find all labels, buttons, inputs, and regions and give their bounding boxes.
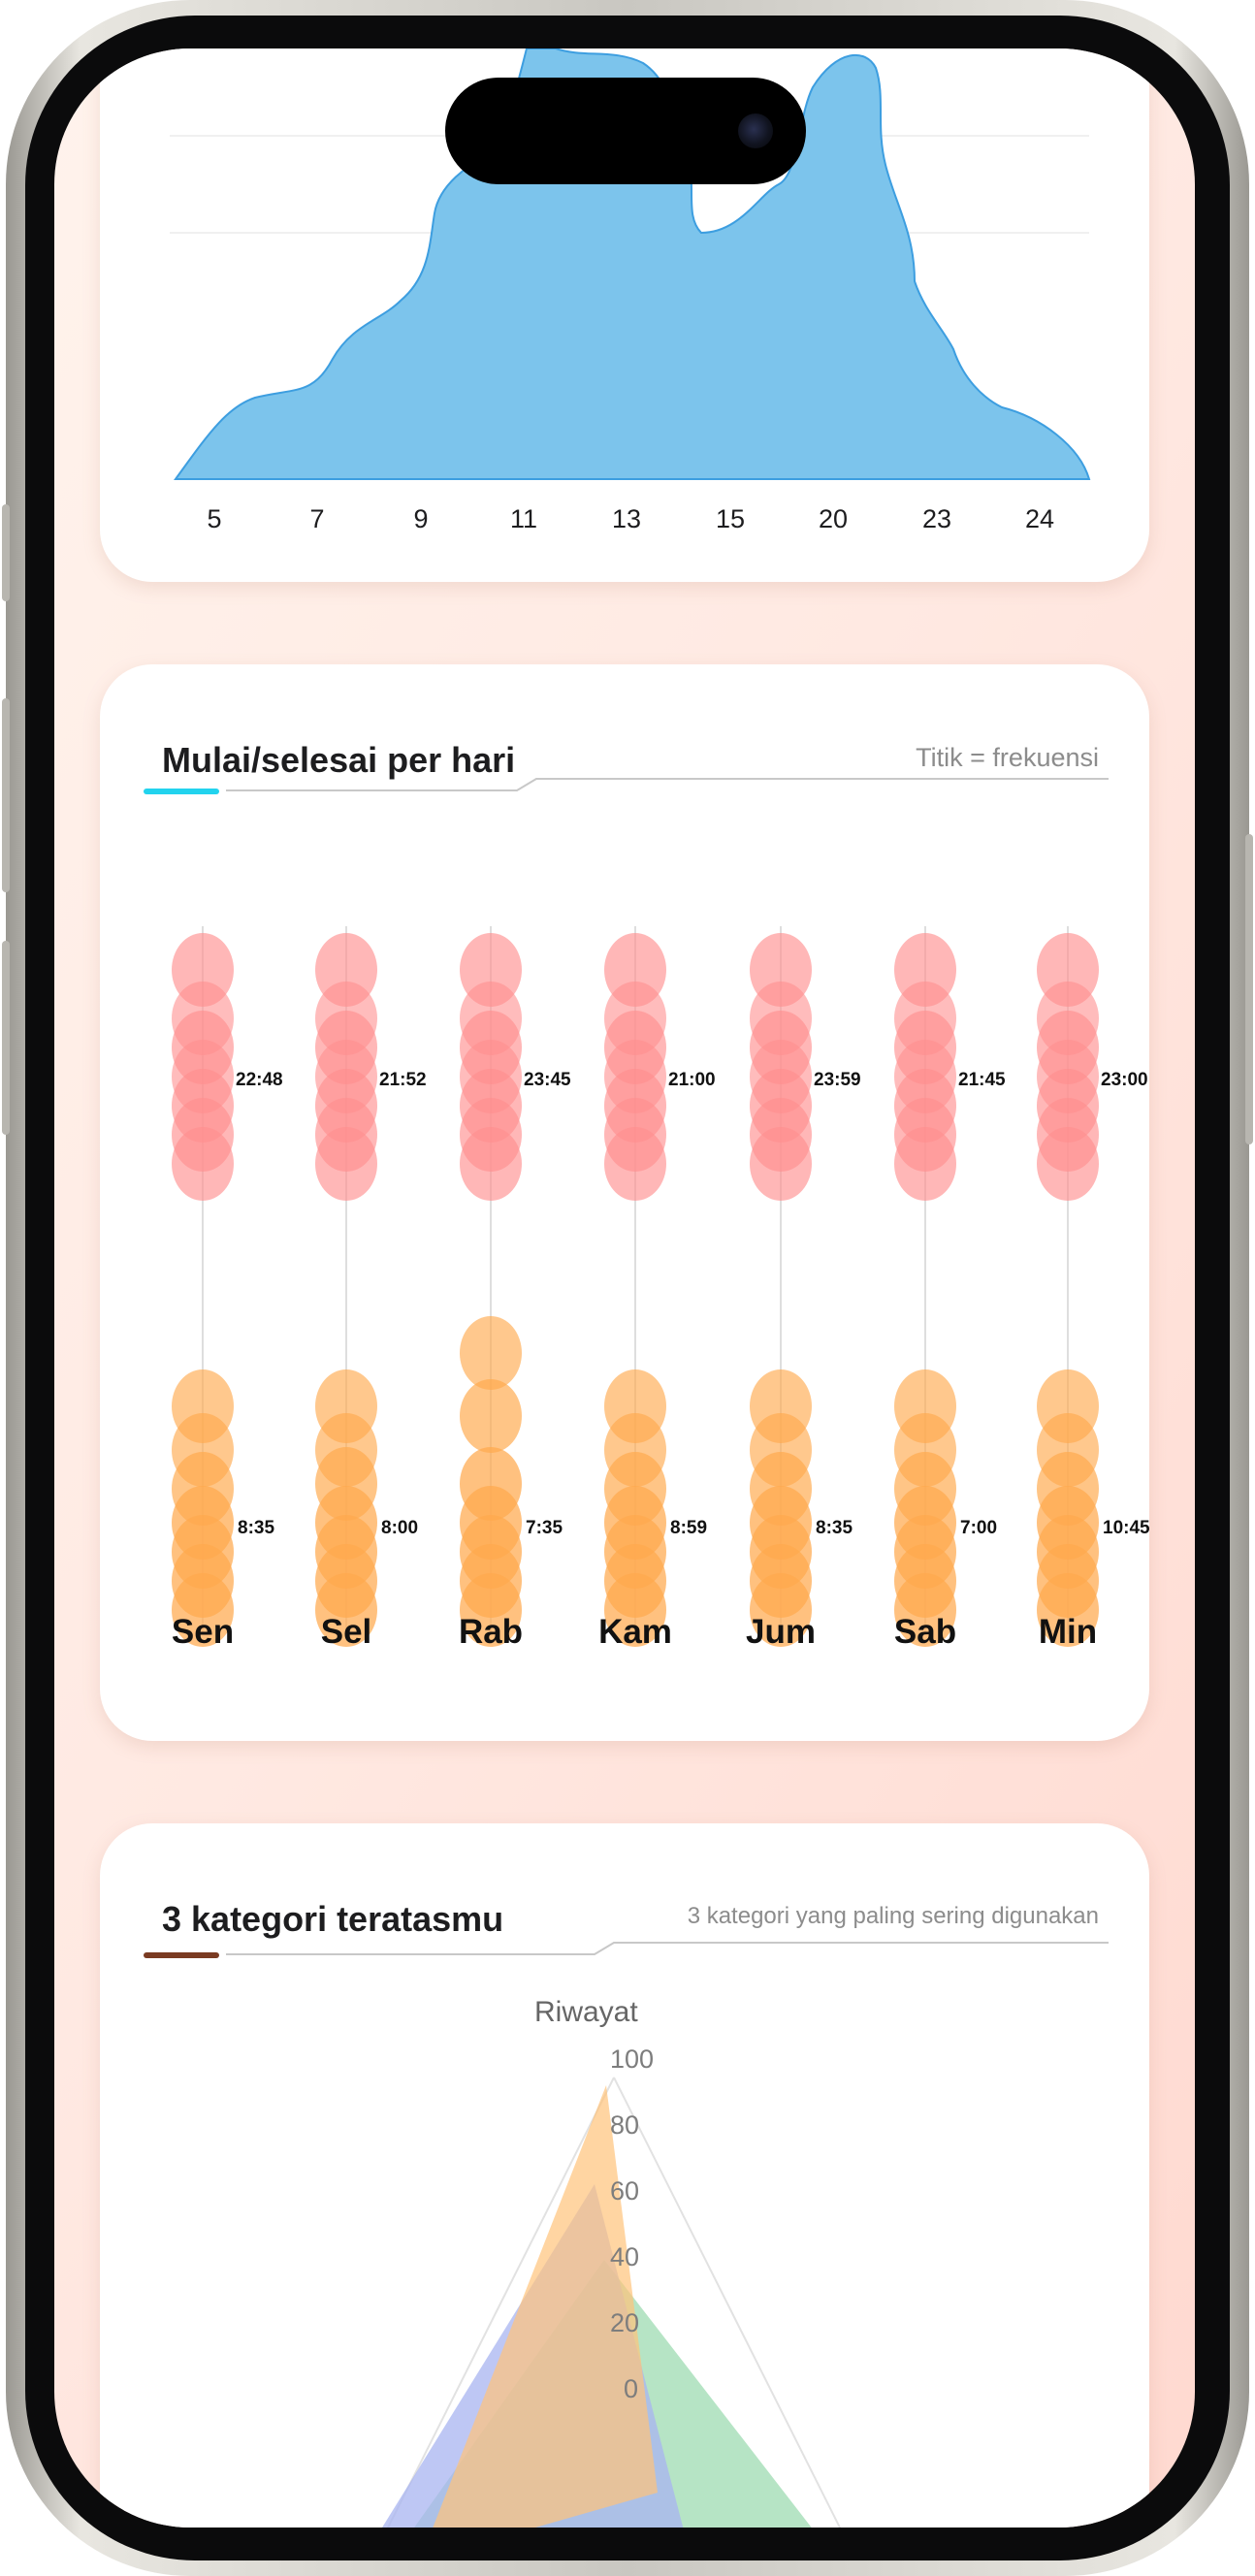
end-time-label: 23:45 — [524, 1070, 571, 1090]
start-time-dot — [460, 1379, 522, 1453]
start-time-dot — [460, 1316, 522, 1390]
start-time-dot — [460, 1573, 522, 1647]
x-tick: 23 — [921, 504, 952, 533]
radar-tick: 40 — [610, 2242, 640, 2271]
start-time-label: 8:59 — [670, 1518, 708, 1538]
side-button — [2, 941, 10, 1135]
end-time-label: 23:00 — [1101, 1070, 1148, 1090]
x-tick: 24 — [1024, 504, 1055, 533]
x-tick: 9 — [413, 504, 429, 533]
end-time-label: 21:52 — [379, 1070, 427, 1090]
accent-bar — [144, 1952, 219, 1958]
day-label: Sel — [320, 1613, 372, 1651]
radar-tick: 0 — [624, 2374, 639, 2403]
card-title: 3 kategori teratasmu — [162, 1899, 504, 1939]
end-time-dot — [460, 1127, 522, 1201]
end-time-dot — [315, 1127, 377, 1201]
header-underline — [226, 1942, 1109, 1955]
start-time-label: 7:35 — [526, 1518, 563, 1538]
radar-tick: 100 — [610, 2045, 655, 2074]
x-tick: 13 — [611, 504, 642, 533]
day-label: Sen — [171, 1613, 235, 1651]
day-label: Kam — [598, 1613, 672, 1651]
start-time-dot — [1037, 1573, 1099, 1647]
card-subtitle: 3 kategori yang paling sering digunakan — [687, 1903, 1099, 1929]
end-time-dot — [1037, 1127, 1099, 1201]
screen: 5 7 9 11 13 15 20 23 24 Mulai/selesai pe… — [54, 48, 1195, 2528]
end-time-label: 22:48 — [236, 1070, 283, 1090]
card-title: Mulai/selesai per hari — [162, 740, 516, 780]
start-time-label: 8:35 — [816, 1518, 853, 1538]
end-time-dot — [172, 1127, 234, 1201]
x-tick: 11 — [509, 504, 538, 533]
x-tick: 20 — [818, 504, 849, 533]
start-time-dot — [315, 1573, 377, 1647]
start-end-card: Mulai/selesai per hari Titik = frekuensi… — [100, 664, 1150, 1741]
end-time-label: 21:00 — [668, 1070, 716, 1090]
start-time-label: 10:45 — [1103, 1518, 1150, 1538]
start-end-dots — [172, 926, 1099, 1647]
accent-bar — [144, 789, 219, 794]
x-tick: 15 — [715, 504, 746, 533]
start-time-label: 7:00 — [960, 1518, 998, 1538]
top-categories-card: 3 kategori teratasmu 3 kategori yang pal… — [100, 1823, 1149, 2528]
area-series — [174, 48, 1091, 480]
start-time-label: 8:35 — [238, 1518, 275, 1538]
header-underline — [226, 778, 1109, 791]
camera-icon — [738, 113, 773, 148]
side-button — [2, 698, 10, 892]
x-tick: 7 — [309, 504, 325, 533]
start-time-dot — [894, 1573, 956, 1647]
end-time-dot — [894, 1127, 956, 1201]
radar-tick: 60 — [610, 2176, 640, 2206]
dynamic-island — [445, 78, 806, 184]
day-label: Rab — [458, 1613, 524, 1651]
start-time-dot — [172, 1573, 234, 1647]
start-time-dot — [750, 1573, 812, 1647]
x-tick: 5 — [207, 504, 222, 533]
end-time-dot — [604, 1127, 666, 1201]
side-button — [1245, 834, 1253, 1144]
day-label: Jum — [746, 1613, 816, 1651]
end-time-dot — [750, 1127, 812, 1201]
radar-tick: 80 — [610, 2110, 640, 2140]
day-label: Sab — [893, 1613, 957, 1651]
radar-chart — [382, 2077, 842, 2528]
radar-axis-label: Riwayat — [534, 1996, 638, 2028]
day-label: Min — [1038, 1613, 1098, 1651]
card-subtitle: Titik = frekuensi — [916, 743, 1099, 772]
start-time-label: 8:00 — [381, 1518, 419, 1538]
end-time-label: 23:59 — [814, 1070, 861, 1090]
end-time-label: 21:45 — [958, 1070, 1006, 1090]
radar-series — [433, 2085, 658, 2528]
start-time-dot — [604, 1573, 666, 1647]
radar-tick: 20 — [610, 2308, 640, 2337]
side-button — [2, 504, 10, 601]
